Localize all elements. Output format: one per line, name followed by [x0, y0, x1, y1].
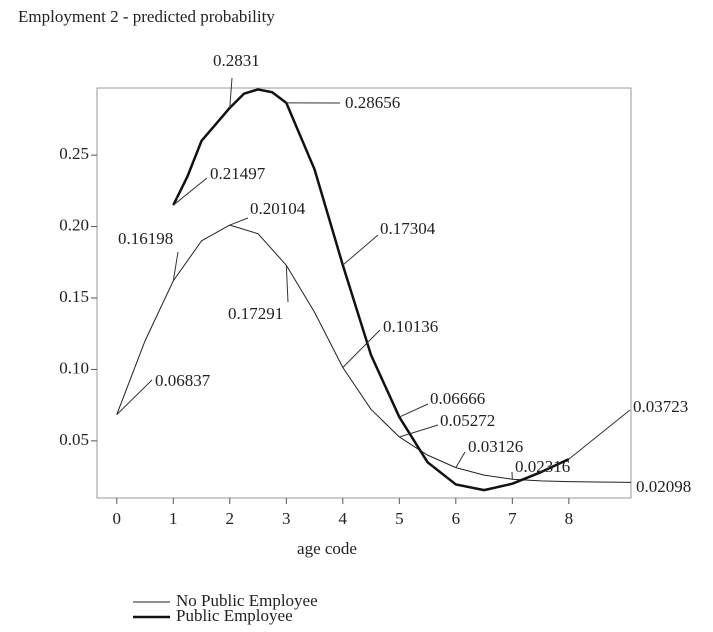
- x-tick-label: 1: [169, 509, 178, 528]
- x-tick-label: 8: [565, 509, 574, 528]
- plot-frame: [96, 87, 632, 499]
- annotation-leader: [229, 217, 249, 226]
- annotation-leader: [342, 329, 381, 368]
- x-tick-label: 2: [226, 509, 235, 528]
- y-tick-label: 0.05: [59, 430, 89, 449]
- y-tick-label: 0.20: [59, 215, 89, 234]
- legend-label: Public Employee: [176, 606, 293, 625]
- y-tick-label: 0.10: [59, 358, 89, 377]
- annotation-label: 0.17304: [380, 219, 436, 238]
- annotation-label: 0.02316: [515, 457, 570, 476]
- y-tick-label: 0.25: [59, 144, 89, 163]
- legend-label: No Public Employee: [176, 591, 318, 610]
- series-line: [116, 224, 632, 483]
- annotation-leader: [455, 451, 466, 468]
- x-tick-label: 3: [282, 509, 291, 528]
- x-axis-label: age code: [297, 539, 357, 558]
- annotation-label: 0.03723: [633, 397, 688, 416]
- annotation-label: 0.02098: [636, 477, 691, 496]
- annotation-label: 0.06666: [430, 389, 485, 408]
- x-tick-label: 7: [508, 509, 517, 528]
- annotation-label: 0.16198: [118, 229, 173, 248]
- annotation-label: 0.21497: [210, 164, 266, 183]
- annotation-label: 0.20104: [250, 199, 306, 218]
- annotation-label: 0.06837: [155, 371, 211, 390]
- x-tick-label: 0: [113, 509, 122, 528]
- annotation-label: 0.2831: [213, 51, 260, 70]
- annotation-label: 0.03126: [468, 437, 523, 456]
- annotation-label: 0.17291: [228, 304, 283, 323]
- series-line: [172, 88, 570, 492]
- annotation-leader: [568, 409, 631, 460]
- annotation-leader: [399, 403, 429, 418]
- annotation-leader: [172, 251, 179, 281]
- x-tick-label: 6: [452, 509, 461, 528]
- annotation-leader: [399, 424, 439, 438]
- y-tick-label: 0.15: [59, 287, 89, 306]
- annotation-leader: [172, 177, 208, 206]
- x-tick-label: 5: [395, 509, 404, 528]
- annotation-leader: [285, 265, 289, 303]
- annotation-label: 0.28656: [345, 93, 400, 112]
- annotation-leader: [229, 77, 233, 108]
- annotation-label: 0.10136: [383, 317, 438, 336]
- annotation-label: 0.05272: [440, 411, 495, 430]
- annotation-leader: [342, 234, 379, 266]
- x-tick-label: 4: [339, 509, 348, 528]
- annotation-leader: [116, 379, 153, 415]
- chart-title: Employment 2 - predicted probability: [18, 7, 275, 26]
